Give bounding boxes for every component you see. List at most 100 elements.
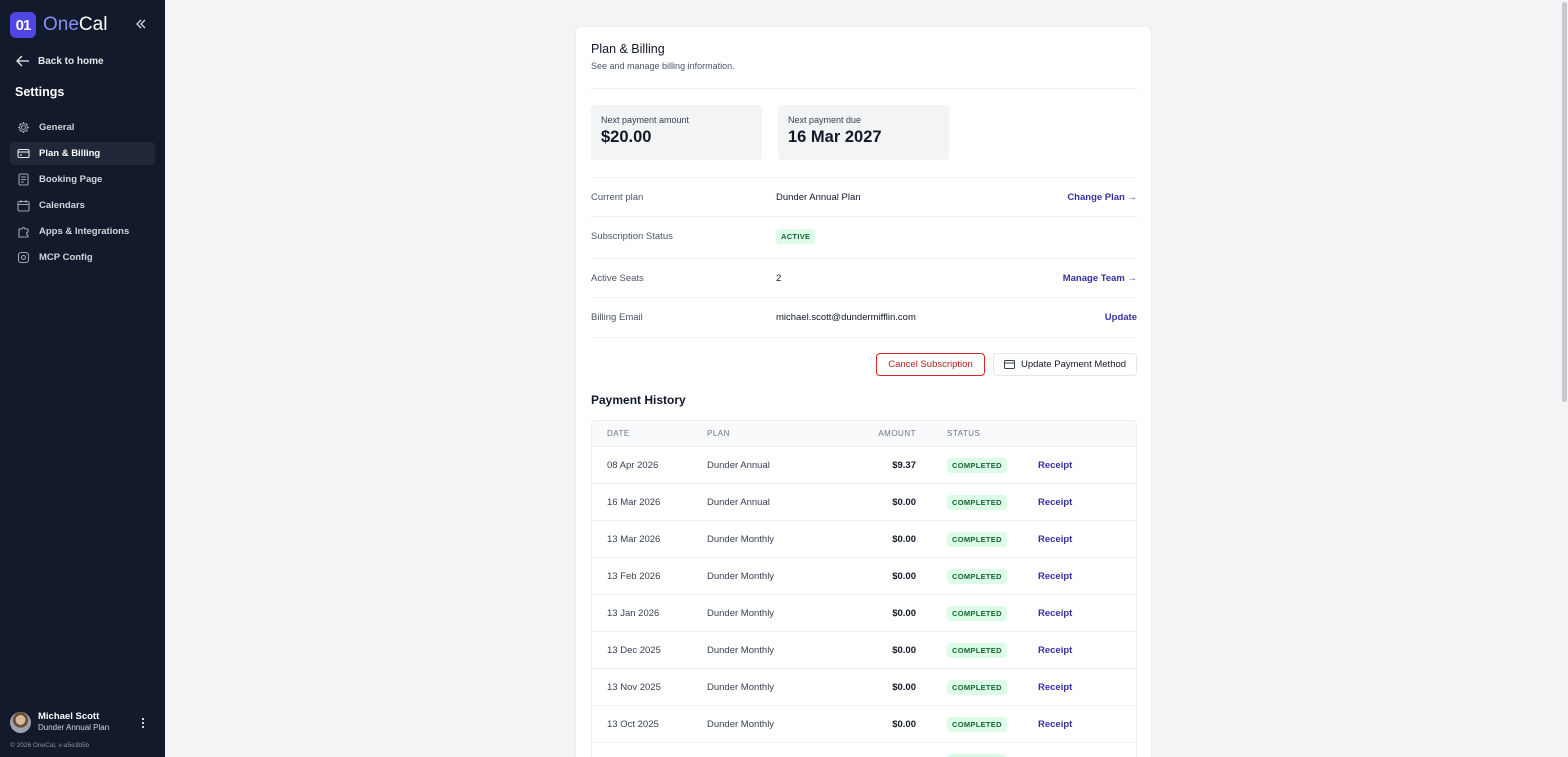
row-amount: $0.00 [845, 645, 916, 656]
receipt-link[interactable]: Receipt [1038, 496, 1073, 508]
billing-icon [17, 148, 30, 159]
next-payment-amount-card: Next payment amount $20.00 [591, 105, 762, 160]
sidebar-item-calendars[interactable]: Calendars [10, 194, 155, 217]
mcp-icon [17, 251, 30, 264]
status-badge: COMPLETED [947, 605, 1007, 621]
status-badge: ACTIVE [776, 228, 816, 244]
logo[interactable]: 01 OneCal [10, 12, 107, 38]
status-badge: COMPLETED [947, 568, 1007, 584]
table-header: DATE PLAN AMOUNT STATUS [592, 421, 1136, 447]
row-amount: $0.00 [845, 534, 916, 545]
booking-page-icon [18, 173, 29, 186]
current-plan-row: Current plan Dunder Annual Plan Change P… [591, 189, 1137, 205]
row-date: 13 Jan 2026 [607, 607, 660, 619]
active-seats-value: 2 [776, 272, 782, 284]
collapse-sidebar-icon[interactable] [134, 17, 150, 33]
back-label: Back to home [38, 55, 104, 67]
payment-history-title: Payment History [591, 393, 686, 407]
amount-value: $0.00 [892, 644, 916, 656]
manage-team-link[interactable]: Manage Team → [1062, 272, 1137, 284]
column-header-plan: PLAN [707, 429, 730, 438]
divider [591, 337, 1137, 338]
sidebar-item-label: Calendars [39, 200, 85, 211]
row-date: 13 Nov 2025 [607, 681, 661, 693]
status-badge: COMPLETED [947, 531, 1007, 547]
logo-text: OneCal [43, 14, 108, 35]
status-badge: COMPLETED [947, 716, 1007, 732]
update-payment-method-label: Update Payment Method [1020, 359, 1127, 370]
receipt-link[interactable]: Receipt [1038, 681, 1073, 693]
sidebar-item-label: MCP Config [39, 252, 93, 263]
user-profile[interactable]: Michael Scott Dunder Annual Plan [10, 711, 155, 733]
row-date: 08 Apr 2026 [607, 459, 659, 471]
sidebar-nav: General Plan & Billing Booking Page Cale… [10, 116, 155, 272]
row-plan: Dunder Monthly [707, 644, 775, 656]
status-badge: COMPLETED [947, 753, 1007, 757]
row-date: 16 Mar 2026 [607, 496, 661, 508]
receipt-link[interactable]: Receipt [1038, 533, 1073, 545]
sidebar-item-apps-integrations[interactable]: Apps & Integrations [10, 220, 155, 243]
row-date: 13 Feb 2026 [607, 570, 661, 582]
column-header-amount: AMOUNT [878, 429, 916, 438]
table-body: 08 Apr 2026 Dunder Annual $9.37 COMPLETED Re… [592, 447, 1136, 757]
more-options-icon[interactable] [141, 716, 145, 734]
puzzle-icon [18, 227, 29, 238]
divider [591, 297, 1137, 298]
amount-value: $0.00 [892, 607, 916, 619]
change-plan-link[interactable]: Change Plan → [1067, 191, 1137, 203]
subscription-status-label: Subscription Status [591, 230, 673, 242]
sidebar-item-mcp-config[interactable]: MCP Config [10, 246, 155, 269]
status-badge: COMPLETED [947, 679, 1007, 695]
table-row: 13 Mar 2026 Dunder Monthly $0.00 COMPLETED R… [592, 521, 1136, 558]
settings-title: Settings [15, 85, 65, 99]
receipt-link[interactable]: Receipt [1038, 756, 1072, 757]
amount-value: $0.00 [892, 756, 916, 757]
amount-value: $9.37 [892, 459, 916, 471]
status-badge: COMPLETED [947, 494, 1007, 510]
payment-history-table: DATE PLAN AMOUNT STATUS 08 Apr 2026 Dunde… [591, 420, 1137, 757]
page-subtitle: See and manage billing information. [591, 61, 735, 71]
update-payment-method-button[interactable]: Update Payment Method [993, 353, 1137, 376]
amount-value: $0.00 [892, 681, 916, 693]
sidebar-item-general[interactable]: General [10, 116, 155, 139]
sidebar-item-plan-billing[interactable]: Plan & Billing [10, 142, 155, 165]
sidebar: 01 OneCal Back to home Settings General … [0, 0, 165, 757]
current-plan-label: Current plan [591, 191, 644, 203]
receipt-link[interactable]: Receipt [1038, 607, 1073, 619]
divider [591, 216, 1137, 217]
row-status: COMPLETED [916, 605, 1038, 621]
row-plan: Dunder Monthly [707, 681, 775, 693]
cancel-subscription-button[interactable]: Cancel Subscription [876, 353, 985, 376]
sidebar-item-booking-page[interactable]: Booking Page [10, 168, 155, 191]
receipt-link[interactable]: Receipt [1038, 644, 1073, 656]
next-payment-amount-value: $20.00 [601, 128, 652, 146]
table-row: 16 Mar 2026 Dunder Annual $0.00 COMPLETED Re… [592, 484, 1136, 521]
row-plan: Dunder Monthly [707, 756, 845, 757]
table-row: 13 Dec 2025 Dunder Monthly $0.00 COMPLETED R… [592, 632, 1136, 669]
row-status: COMPLETED [916, 642, 1038, 658]
page-title: Plan & Billing [591, 42, 665, 56]
receipt-link[interactable]: Receipt [1038, 459, 1073, 471]
row-date: 13 Dec 2025 [607, 644, 661, 656]
back-to-home-link[interactable]: Back to home [16, 55, 104, 67]
scrollbar-thumb[interactable] [1562, 2, 1567, 402]
update-email-link[interactable]: Update [1104, 311, 1137, 323]
row-amount: $0.00 [845, 719, 916, 730]
row-amount: $0.00 [845, 682, 916, 693]
next-payment-amount-label: Next payment amount [601, 115, 690, 125]
status-badge: COMPLETED [947, 642, 1007, 658]
row-date: 13 Mar 2026 [607, 533, 661, 545]
receipt-link[interactable]: Receipt [1038, 570, 1073, 582]
next-payment-due-value: 16 Mar 2027 [788, 128, 882, 146]
column-header-date: DATE [607, 429, 630, 438]
row-plan: Dunder Annual [707, 459, 770, 471]
receipt-link[interactable]: Receipt [1038, 718, 1073, 730]
row-status: COMPLETED [916, 753, 1038, 757]
subscription-status-row: Subscription Status ACTIVE [591, 227, 1137, 245]
table-row: 13 Oct 2025 Dunder Monthly $0.00 COMPLETED R… [592, 706, 1136, 743]
avatar[interactable] [10, 711, 31, 733]
row-plan: Dunder Monthly [707, 718, 775, 730]
current-plan-value: Dunder Annual Plan [776, 191, 861, 203]
row-status: COMPLETED [916, 716, 1038, 732]
scrollbar[interactable] [1561, 0, 1568, 757]
